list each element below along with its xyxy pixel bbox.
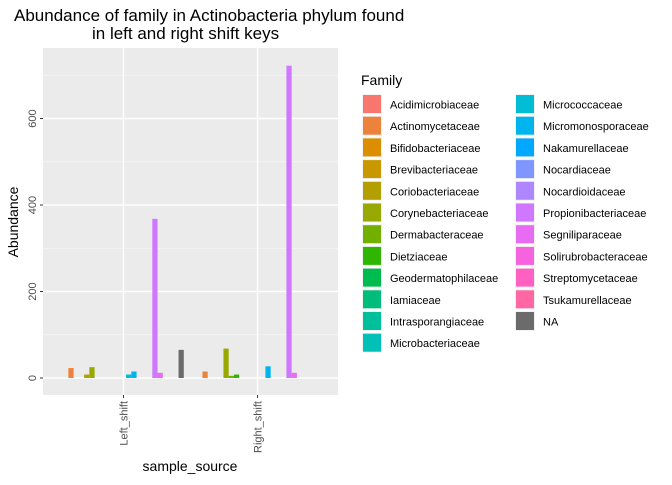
legend-swatch xyxy=(516,268,534,287)
bar-layer xyxy=(68,65,297,379)
legend-label: Streptomycetaceae xyxy=(543,273,638,285)
legend-label: Propionibacteriaceae xyxy=(543,208,646,220)
legend-swatch xyxy=(363,290,381,309)
legend-label: Intrasporangiaceae xyxy=(390,317,484,329)
legend-swatch xyxy=(516,138,534,157)
plot-panel xyxy=(43,48,338,395)
legend-label: NA xyxy=(543,317,559,329)
bar xyxy=(152,218,158,378)
legend-label: Bifidobacteriaceae xyxy=(390,143,481,155)
legend-swatch xyxy=(516,203,534,222)
legend-label: Geodermatophilaceae xyxy=(390,273,498,285)
legend-swatch xyxy=(363,225,381,244)
legend-title: Family xyxy=(361,72,402,88)
x-axis-label: sample_source xyxy=(143,458,238,474)
y-tick-label: 400 xyxy=(27,196,39,214)
bar xyxy=(68,368,74,378)
legend-label: Nakamurellaceae xyxy=(543,143,629,155)
chart-title-line2: in left and right shift keys xyxy=(92,24,279,43)
legend-label: Brevibacteriaceae xyxy=(390,165,478,177)
bar xyxy=(126,374,132,378)
bar xyxy=(89,367,95,378)
legend-swatch xyxy=(363,333,381,352)
legend-swatch xyxy=(363,203,381,222)
bar xyxy=(84,374,90,378)
legend-swatch xyxy=(363,181,381,200)
legend-label: Corynebacteriaceae xyxy=(390,208,488,220)
x-tick-label: Right_shift xyxy=(253,401,265,453)
legend-label: Micrococcaceae xyxy=(543,100,622,112)
legend-label: Actinomycetaceae xyxy=(390,121,480,133)
bar xyxy=(202,371,208,378)
legend-label: Tsukamurellaceae xyxy=(543,295,632,307)
legend-label: Nocardioidaceae xyxy=(543,186,626,198)
bar xyxy=(157,372,163,378)
y-tick-label: 200 xyxy=(27,282,39,300)
legend-swatch xyxy=(516,116,534,135)
bar xyxy=(228,375,234,378)
legend-label: Coriobacteriaceae xyxy=(390,186,479,198)
legend-swatch xyxy=(516,181,534,200)
bar xyxy=(291,372,297,378)
legend-label: Micromonosporaceae xyxy=(543,121,649,133)
legend-swatch xyxy=(516,95,534,113)
legend-label: Microbacteriaceae xyxy=(390,338,480,350)
legend-swatch xyxy=(516,312,534,330)
bar xyxy=(131,371,137,378)
legend-swatch xyxy=(363,116,381,135)
y-tick-label: 600 xyxy=(27,109,39,127)
legend-swatch xyxy=(516,225,534,244)
bar xyxy=(286,65,292,379)
bar xyxy=(223,348,229,378)
legend-label: Nocardiaceae xyxy=(543,165,611,177)
y-axis-label: Abundance xyxy=(5,186,21,257)
bar xyxy=(265,366,271,378)
legend-swatch xyxy=(363,268,381,287)
legend-swatch xyxy=(363,246,381,265)
legend-swatch xyxy=(516,246,534,265)
legend-swatch xyxy=(363,95,381,113)
legend-label: Solirubrobacteraceae xyxy=(543,251,648,263)
x-tick-label: Left_shift xyxy=(118,401,130,446)
legend-swatch xyxy=(516,290,534,309)
legend-label: Segniliparaceae xyxy=(543,230,622,242)
bar xyxy=(178,349,184,378)
legend-swatch xyxy=(363,312,381,330)
axis-layer: 0 200 400 600 Left_shift Right_shift xyxy=(27,109,265,453)
legend-swatch xyxy=(363,138,381,157)
legend-label: Dermabacteraceae xyxy=(390,230,484,242)
chart-title-line1: Abundance of family in Actinobacteria ph… xyxy=(14,6,404,25)
legend-label: Iamiaceae xyxy=(390,295,441,307)
bar xyxy=(233,374,240,378)
legend-swatch xyxy=(363,160,381,179)
legend-swatch xyxy=(516,160,534,179)
legend: Acidimicrobiaceae Actinomycetaceae Bifidob… xyxy=(362,94,649,353)
legend-label: Acidimicrobiaceae xyxy=(390,100,479,112)
legend-label: Dietziaceae xyxy=(390,251,447,263)
y-tick-label: 0 xyxy=(27,375,39,381)
